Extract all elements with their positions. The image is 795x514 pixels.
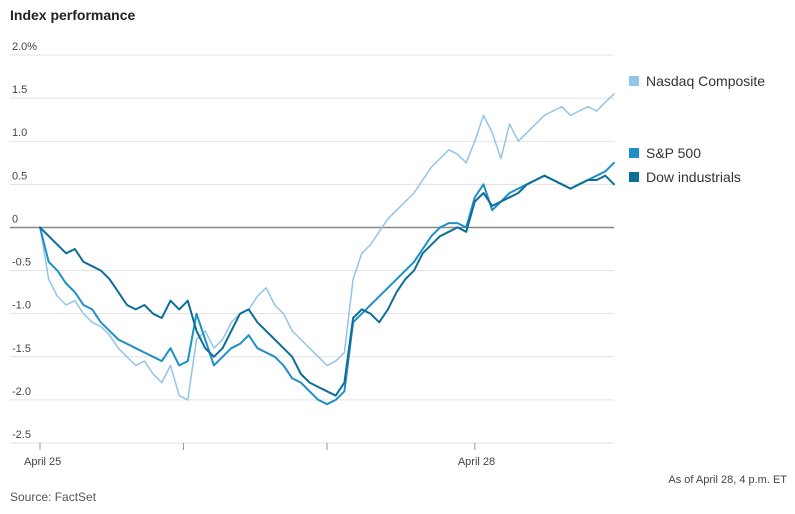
source-note: Source: FactSet — [10, 490, 97, 504]
timestamp-note: As of April 28, 4 p.m. ET — [668, 474, 787, 486]
legend-swatch — [629, 76, 639, 86]
series-line-dow-industrials — [39, 174, 615, 397]
x-tick-label: April 25 — [24, 456, 61, 468]
y-tick-label: 1.5 — [12, 84, 27, 96]
y-tick-label: -2.5 — [12, 429, 31, 441]
legend-label: S&P 500 — [646, 145, 701, 161]
gridlines — [10, 54, 614, 444]
series-lines — [39, 93, 615, 406]
y-tick-label: -1.5 — [12, 343, 31, 355]
chart-title: Index performance — [10, 7, 136, 23]
y-tick-label: -1.0 — [12, 300, 31, 312]
x-tick-label: April 28 — [458, 456, 495, 468]
y-tick-label: 0 — [12, 213, 18, 225]
legend-swatch — [629, 172, 639, 182]
axes: 2.0% 1.5 1.0 0.5 0 -0.5 -1.0 -1.5 -2.0 -2.5 April … — [12, 41, 495, 468]
y-tick-label: 2.0% — [12, 41, 37, 53]
legend-label: Nasdaq Composite — [646, 73, 765, 89]
legend-swatch — [629, 148, 639, 158]
series-line-nasdaq-composite — [39, 93, 615, 401]
y-tick-label: 0.5 — [12, 170, 27, 182]
series-line-s-p-500 — [39, 161, 615, 406]
y-tick-label: 1.0 — [12, 127, 27, 139]
legend: Nasdaq Composite S&P 500 Dow industrials — [629, 73, 765, 185]
y-tick-label: -2.0 — [12, 386, 31, 398]
legend-label: Dow industrials — [646, 169, 741, 185]
y-tick-label: -0.5 — [12, 257, 31, 269]
